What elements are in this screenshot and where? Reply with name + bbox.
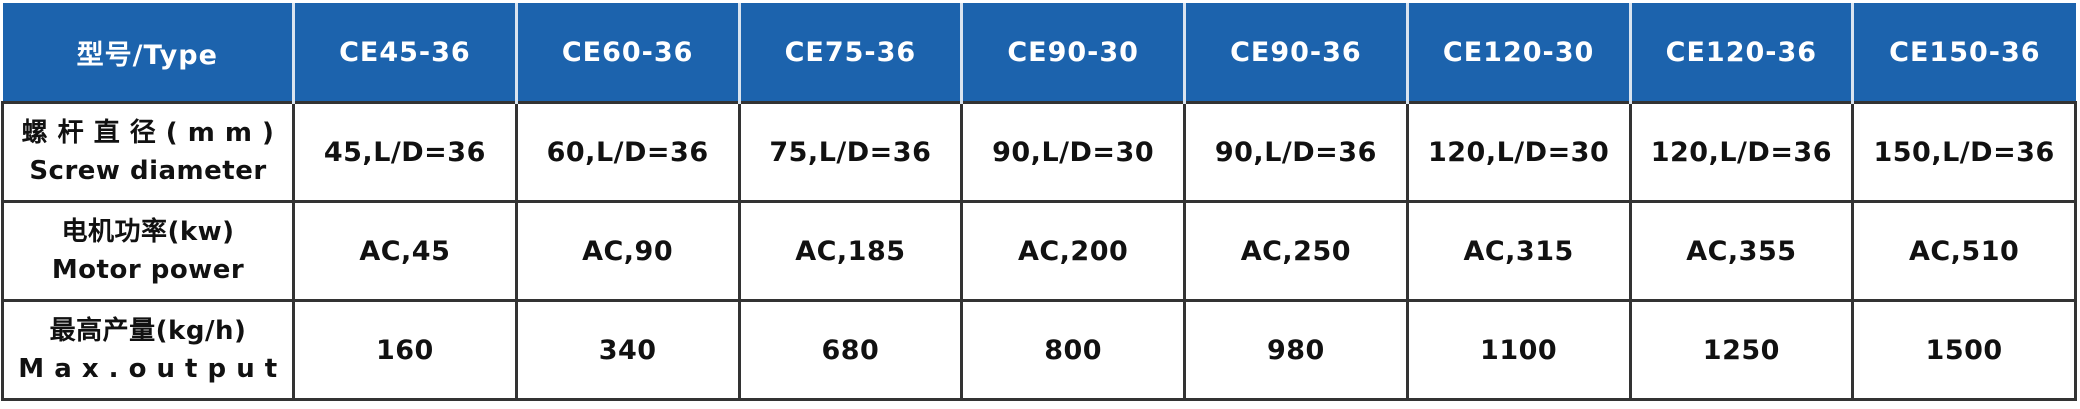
table-cell: AC,315 xyxy=(1405,200,1632,302)
table-cell: AC,200 xyxy=(960,200,1186,302)
table-cell: AC,355 xyxy=(1628,200,1855,302)
table-cell: 120,L/D=30 xyxy=(1405,101,1632,203)
type-header: 型号/Type xyxy=(2,3,295,103)
table-cell: 45,L/D=36 xyxy=(292,101,518,203)
table-cell: 980 xyxy=(1183,299,1409,401)
row-label-en: Motor power xyxy=(51,255,245,285)
model-header: CE150-36 xyxy=(1851,3,2076,103)
table-cell: 90,L/D=36 xyxy=(1183,101,1409,203)
table-cell: 340 xyxy=(514,299,741,401)
row-label: 螺 杆 直 径 ( m m ) Screw diameter xyxy=(1,101,295,203)
table-row: 最高产量(kg/h) M a x . o u t p u t 160 340 680 80… xyxy=(1,299,2077,401)
model-header: CE120-36 xyxy=(1628,3,1855,103)
table-cell: AC,45 xyxy=(292,200,518,302)
table-cell: 75,L/D=36 xyxy=(737,101,964,203)
row-label-en: Screw diameter xyxy=(29,156,267,186)
table-cell: AC,250 xyxy=(1183,200,1409,302)
table-cell: 160 xyxy=(292,299,518,401)
table-cell: 150,L/D=36 xyxy=(1851,101,2077,203)
table-cell: 60,L/D=36 xyxy=(514,101,741,203)
row-label-en: M a x . o u t p u t xyxy=(18,354,278,384)
table-cell: 1250 xyxy=(1628,299,1855,401)
table-cell: 1100 xyxy=(1405,299,1632,401)
table-row: 螺 杆 直 径 ( m m ) Screw diameter 45,L/D=36 60… xyxy=(1,101,2077,203)
row-label-cn: 最高产量(kg/h) xyxy=(49,316,247,346)
table-cell: 1500 xyxy=(1851,299,2077,401)
row-label-cn: 电机功率(kw) xyxy=(61,217,235,247)
table-cell: AC,90 xyxy=(514,200,741,302)
model-header: CE75-36 xyxy=(737,3,964,103)
table-cell: 800 xyxy=(960,299,1186,401)
model-header: CE120-30 xyxy=(1405,3,1632,103)
table-cell: 120,L/D=36 xyxy=(1628,101,1855,203)
row-label: 最高产量(kg/h) M a x . o u t p u t xyxy=(1,299,295,401)
table-row: 电机功率(kw) Motor power AC,45 AC,90 AC,185 AC,20… xyxy=(1,200,2077,302)
model-header: CE60-36 xyxy=(514,3,741,103)
table-cell: 90,L/D=30 xyxy=(960,101,1186,203)
row-label-cn: 螺 杆 直 径 ( m m ) xyxy=(21,118,275,148)
table-cell: AC,185 xyxy=(737,200,964,302)
model-header: CE90-36 xyxy=(1183,3,1409,103)
model-header: CE90-30 xyxy=(960,3,1186,103)
table-cell: 680 xyxy=(737,299,964,401)
row-label: 电机功率(kw) Motor power xyxy=(1,200,295,302)
header-row: 型号/Type CE45-36 CE60-36 CE75-36 CE90-30 … xyxy=(2,3,2076,103)
spec-table: 型号/Type CE45-36 CE60-36 CE75-36 CE90-30 … xyxy=(1,3,2077,401)
model-header: CE45-36 xyxy=(292,3,518,103)
table-cell: AC,510 xyxy=(1851,200,2077,302)
